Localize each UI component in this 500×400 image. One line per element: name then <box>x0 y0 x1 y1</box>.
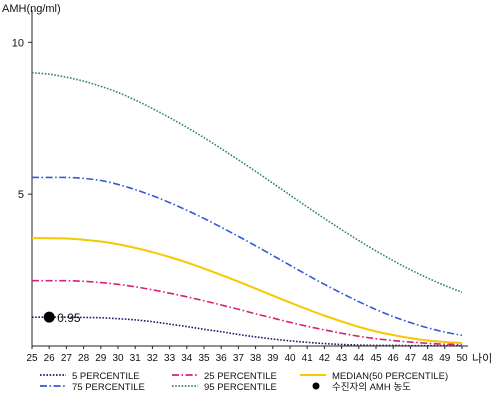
x-tick-label: 27 <box>61 353 73 364</box>
x-tick-label: 34 <box>181 353 193 364</box>
x-axis-title: 나이 <box>472 352 492 365</box>
series-line-95-percentile <box>31 71 463 293</box>
patient-amh-value-label: 0.95 <box>57 311 81 325</box>
x-tick-label: 49 <box>439 353 451 364</box>
x-tick-label: 25 <box>26 353 38 364</box>
x-tick-label: 41 <box>302 353 314 364</box>
x-tick-label: 33 <box>164 353 176 364</box>
x-tick-label: 43 <box>336 353 348 364</box>
legend-label: 95 PERCENTILE <box>204 382 277 393</box>
x-tick-label: 35 <box>198 353 210 364</box>
x-tick-label: 30 <box>112 353 124 364</box>
y-tick-label: 5 <box>18 189 24 201</box>
x-tick-label: 26 <box>44 353 56 364</box>
x-tick-label: 29 <box>95 353 107 364</box>
x-tick-label: 50 <box>456 353 468 364</box>
x-tick-label: 36 <box>216 353 228 364</box>
x-tick-label: 47 <box>405 353 417 364</box>
x-tick-label: 39 <box>267 353 279 364</box>
series-line-75-percentile <box>31 176 463 337</box>
y-tick-label: 10 <box>12 37 24 49</box>
series-line-median-50-percentile <box>31 237 463 344</box>
legend-label: 5 PERCENTILE <box>72 371 140 382</box>
x-tick-label: 44 <box>353 353 365 364</box>
series-line-25-percentile <box>31 279 463 346</box>
x-tick-label: 31 <box>130 353 142 364</box>
patient-amh-marker <box>43 311 55 323</box>
legend-label: 75 PERCENTILE <box>72 382 145 393</box>
x-tick-label: 42 <box>319 353 331 364</box>
x-tick-label: 48 <box>422 353 434 364</box>
x-tick-label: 28 <box>78 353 90 364</box>
x-tick-label: 38 <box>250 353 262 364</box>
x-tick-label: 32 <box>147 353 159 364</box>
x-tick-label: 45 <box>370 353 382 364</box>
x-tick-label: 37 <box>233 353 245 364</box>
legend: 5 PERCENTILE 25 PERCENTILE MEDIAN(50 PERCE… <box>40 371 448 393</box>
legend-label: 25 PERCENTILE <box>204 371 277 382</box>
x-tick-label: 40 <box>284 353 296 364</box>
legend-marker-patient <box>312 382 320 390</box>
legend-label: 수진자의 AMH 농도 <box>332 382 411 393</box>
axes: AMH(ng/ml) 5 10 25 26 27 28 29 30 31 32 33 34 35 36 37 3… <box>2 3 492 365</box>
x-tick-label: 46 <box>388 353 400 364</box>
series-lines <box>31 71 463 347</box>
patient-marker-group: 0.95 <box>43 311 81 325</box>
legend-label: MEDIAN(50 PERCENTILE) <box>332 371 448 382</box>
y-axis-title: AMH(ng/ml) <box>2 3 61 15</box>
